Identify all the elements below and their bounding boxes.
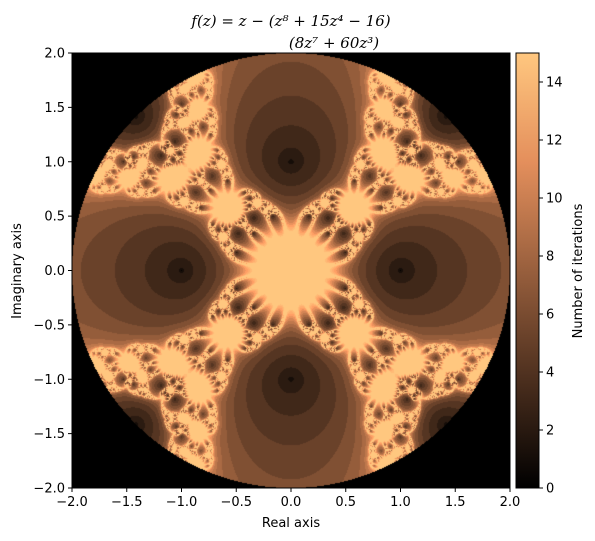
x-tick-label: −1.0 bbox=[166, 495, 198, 510]
colorbar-label: Number of iterations bbox=[571, 203, 586, 338]
x-tick-label: 2.0 bbox=[500, 495, 521, 510]
colorbar-tick-label: 10 bbox=[546, 192, 563, 207]
y-axis: −2.0 −1.5 −1.0 −0.5 0.0 0.5 1.0 1.5 2.0 bbox=[33, 47, 72, 497]
x-tick-label: 1.0 bbox=[390, 495, 411, 510]
y-tick-label: 0.5 bbox=[44, 210, 65, 225]
chart-title-numerator-line: f(z) = z − (z⁸ + 15z⁴ − 16) bbox=[72, 12, 510, 30]
y-tick-label: 1.5 bbox=[44, 101, 65, 116]
x-tick-label: −2.0 bbox=[56, 495, 88, 510]
y-axis-label: Imaginary axis bbox=[10, 223, 25, 319]
y-tick-label: −2.0 bbox=[33, 482, 65, 497]
colorbar bbox=[516, 53, 539, 488]
y-tick-label: −1.5 bbox=[33, 427, 65, 442]
x-axis-label: Real axis bbox=[262, 516, 320, 531]
colorbar-tick-label: 6 bbox=[546, 308, 554, 323]
fractal-image bbox=[72, 53, 510, 488]
colorbar-tick-label: 14 bbox=[546, 76, 563, 91]
x-tick-label: −1.5 bbox=[111, 495, 143, 510]
y-tick-label: −0.5 bbox=[33, 318, 65, 333]
y-tick-label: 1.0 bbox=[44, 155, 65, 170]
plot-area-fo bbox=[72, 53, 510, 488]
colorbar-tick-label: 2 bbox=[546, 424, 554, 439]
colorbar-axis: 0 2 4 6 8 10 12 14 bbox=[539, 76, 563, 497]
chart-title: f(z) = z − (z⁸ + 15z⁴ − 16) (8z⁷ + 60z³) bbox=[72, 4, 510, 52]
colorbar-tick-label: 4 bbox=[546, 366, 554, 381]
x-tick-label: 0.0 bbox=[281, 495, 302, 510]
y-tick-label: 0.0 bbox=[44, 264, 65, 279]
x-tick-label: 0.5 bbox=[335, 495, 356, 510]
colorbar-tick-label: 8 bbox=[546, 250, 554, 265]
x-axis: −2.0 −1.5 −1.0 −0.5 0.0 0.5 1.0 1.5 2.0 bbox=[56, 488, 520, 510]
title-lhs: f(z) = z − bbox=[191, 12, 264, 30]
x-tick-label: −0.5 bbox=[220, 495, 252, 510]
title-denominator: (8z⁷ + 60z³) bbox=[288, 34, 380, 52]
y-tick-label: 2.0 bbox=[44, 47, 65, 62]
x-tick-label: 1.5 bbox=[445, 495, 466, 510]
colorbar-frame bbox=[515, 52, 540, 489]
y-tick-label: −1.0 bbox=[33, 373, 65, 388]
colorbar-tick-label: 0 bbox=[546, 482, 554, 497]
title-numerator: (z⁸ + 15z⁴ − 16) bbox=[268, 12, 391, 30]
colorbar-tick-label: 12 bbox=[546, 134, 563, 149]
